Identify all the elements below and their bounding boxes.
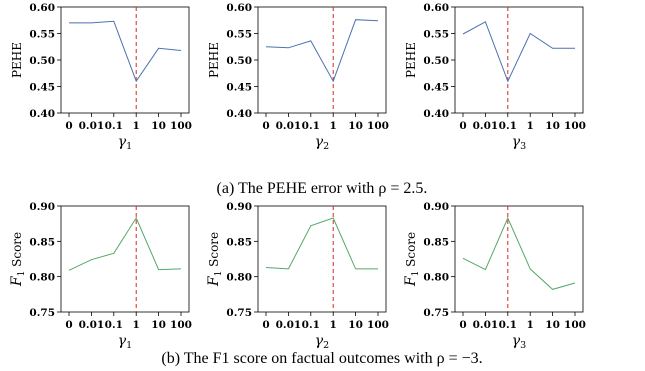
y-tick-label: 0.90 <box>423 201 449 213</box>
x-tick-label: 0 <box>65 319 72 331</box>
x-axis-label: γ2 <box>315 134 329 152</box>
x-tick-label: 0 <box>262 120 269 132</box>
y-tick-label: 0.60 <box>423 2 449 14</box>
series-line <box>265 217 378 270</box>
x-tick-label: 100 <box>367 319 389 331</box>
series-line <box>462 21 575 83</box>
x-tick-label: 0.1 <box>105 120 123 132</box>
y-tick-label: 0.40 <box>29 108 55 120</box>
y-tick-label: 0.75 <box>423 307 449 319</box>
x-axis-label: γ3 <box>512 333 526 351</box>
x-axis-label: γ1 <box>118 333 132 351</box>
x-tick-label: 100 <box>367 120 389 132</box>
x-tick-label: 0.01 <box>473 120 499 132</box>
y-tick-label: 0.80 <box>29 272 55 284</box>
x-axis-label: γ3 <box>512 134 526 152</box>
x-tick-label: 100 <box>564 319 586 331</box>
y-axis-label: PEHE <box>10 42 24 78</box>
x-tick-label: 1 <box>527 319 534 331</box>
subplot-6: 0.75 0.80 0.85 0.90 0 0.01 0.1 1 10 100 γ3 F1 Score <box>403 201 586 351</box>
caption-b: (b) The F1 score on factual outcomes wit… <box>161 350 482 367</box>
x-tick-label: 1 <box>133 120 140 132</box>
y-tick-label: 0.80 <box>226 272 252 284</box>
subplot-4: 0.75 0.80 0.85 0.90 0 0.01 0.1 1 10 100 γ1 F1 Score <box>9 201 192 351</box>
x-tick-label: 0.1 <box>499 319 517 331</box>
y-tick-label: 0.90 <box>226 201 252 213</box>
y-tick-label: 0.75 <box>226 307 252 319</box>
axes-frame <box>60 205 190 313</box>
y-tick-label: 0.50 <box>423 55 449 67</box>
x-tick-label: 10 <box>348 319 363 331</box>
x-tick-label: 10 <box>545 120 560 132</box>
y-tick-label: 0.80 <box>423 272 449 284</box>
x-tick-label: 0.01 <box>473 319 499 331</box>
x-tick-label: 100 <box>564 120 586 132</box>
y-tick-label: 0.85 <box>226 236 252 248</box>
x-tick-label: 1 <box>330 120 337 132</box>
x-tick-label: 0.01 <box>79 120 105 132</box>
x-tick-label: 0.01 <box>276 319 302 331</box>
y-tick-label: 0.55 <box>29 29 55 41</box>
x-tick-label: 1 <box>330 319 337 331</box>
axes-frame <box>257 6 387 114</box>
y-tick-label: 0.75 <box>29 307 55 319</box>
y-tick-label: 0.60 <box>226 2 252 14</box>
y-tick-label: 0.45 <box>226 82 252 94</box>
y-tick-label: 0.45 <box>423 82 449 94</box>
subplot-1: 0.40 0.45 0.50 0.55 0.60 0 0.01 0.1 1 10 100 γ1 PEHE <box>10 2 192 152</box>
y-tick-label: 0.90 <box>29 201 55 213</box>
y-tick-label: 0.85 <box>423 236 449 248</box>
x-axis-label: γ2 <box>315 333 329 351</box>
y-axis-label: F1 Score <box>9 232 27 287</box>
y-tick-label: 0.40 <box>226 108 252 120</box>
subplot-3: 0.40 0.45 0.50 0.55 0.60 0 0.01 0.1 1 10 100 γ3 PEHE <box>404 2 586 152</box>
x-tick-label: 0 <box>459 319 466 331</box>
x-tick-label: 0.1 <box>302 120 320 132</box>
x-tick-label: 1 <box>133 319 140 331</box>
x-axis-label: γ1 <box>118 134 132 152</box>
series-line <box>69 20 182 83</box>
x-tick-label: 10 <box>151 120 166 132</box>
x-tick-label: 0.1 <box>499 120 517 132</box>
y-tick-label: 0.40 <box>423 108 449 120</box>
x-tick-label: 0 <box>262 319 269 331</box>
y-axis-label: PEHE <box>207 42 221 78</box>
y-axis-label: F1 Score <box>206 232 224 287</box>
x-tick-label: 0.1 <box>105 319 123 331</box>
x-tick-label: 0 <box>65 120 72 132</box>
y-axis-label: F1 Score <box>403 232 421 287</box>
x-tick-label: 0.01 <box>79 319 105 331</box>
x-tick-label: 1 <box>527 120 534 132</box>
x-tick-label: 10 <box>348 120 363 132</box>
y-axis-label: PEHE <box>404 42 418 78</box>
series-line <box>68 216 182 271</box>
subplots-container: 0.400.450.500.550.600 0.01 0.1 1 10 100γ1PEHE… <box>9 2 586 351</box>
y-tick-label: 0.60 <box>29 2 55 14</box>
axes-frame <box>454 205 584 313</box>
axes-frame <box>454 6 584 114</box>
y-tick-label: 0.45 <box>29 82 55 94</box>
x-tick-label: 0.01 <box>276 120 302 132</box>
x-tick-label: 0.1 <box>302 319 320 331</box>
y-tick-label: 0.50 <box>226 55 252 67</box>
subplot-2: 0.40 0.45 0.50 0.55 0.60 0 0.01 0.1 1 10 100 γ2 PEHE <box>207 2 389 152</box>
y-tick-label: 0.85 <box>29 236 55 248</box>
x-tick-label: 10 <box>151 319 166 331</box>
subplot-5: 0.75 0.80 0.85 0.90 0 0.01 0.1 1 10 100 γ2 F1 Score <box>206 201 389 351</box>
x-tick-label: 10 <box>545 319 560 331</box>
series-line <box>265 19 379 83</box>
axes-frame <box>257 205 387 313</box>
series-line <box>462 216 576 290</box>
x-tick-label: 0 <box>459 120 466 132</box>
y-tick-label: 0.55 <box>226 29 252 41</box>
x-tick-label: 100 <box>170 120 192 132</box>
y-tick-label: 0.55 <box>423 29 449 41</box>
y-tick-label: 0.50 <box>29 55 55 67</box>
caption-a: (a) The PEHE error with ρ = 2.5. <box>217 180 428 197</box>
x-tick-label: 100 <box>170 319 192 331</box>
